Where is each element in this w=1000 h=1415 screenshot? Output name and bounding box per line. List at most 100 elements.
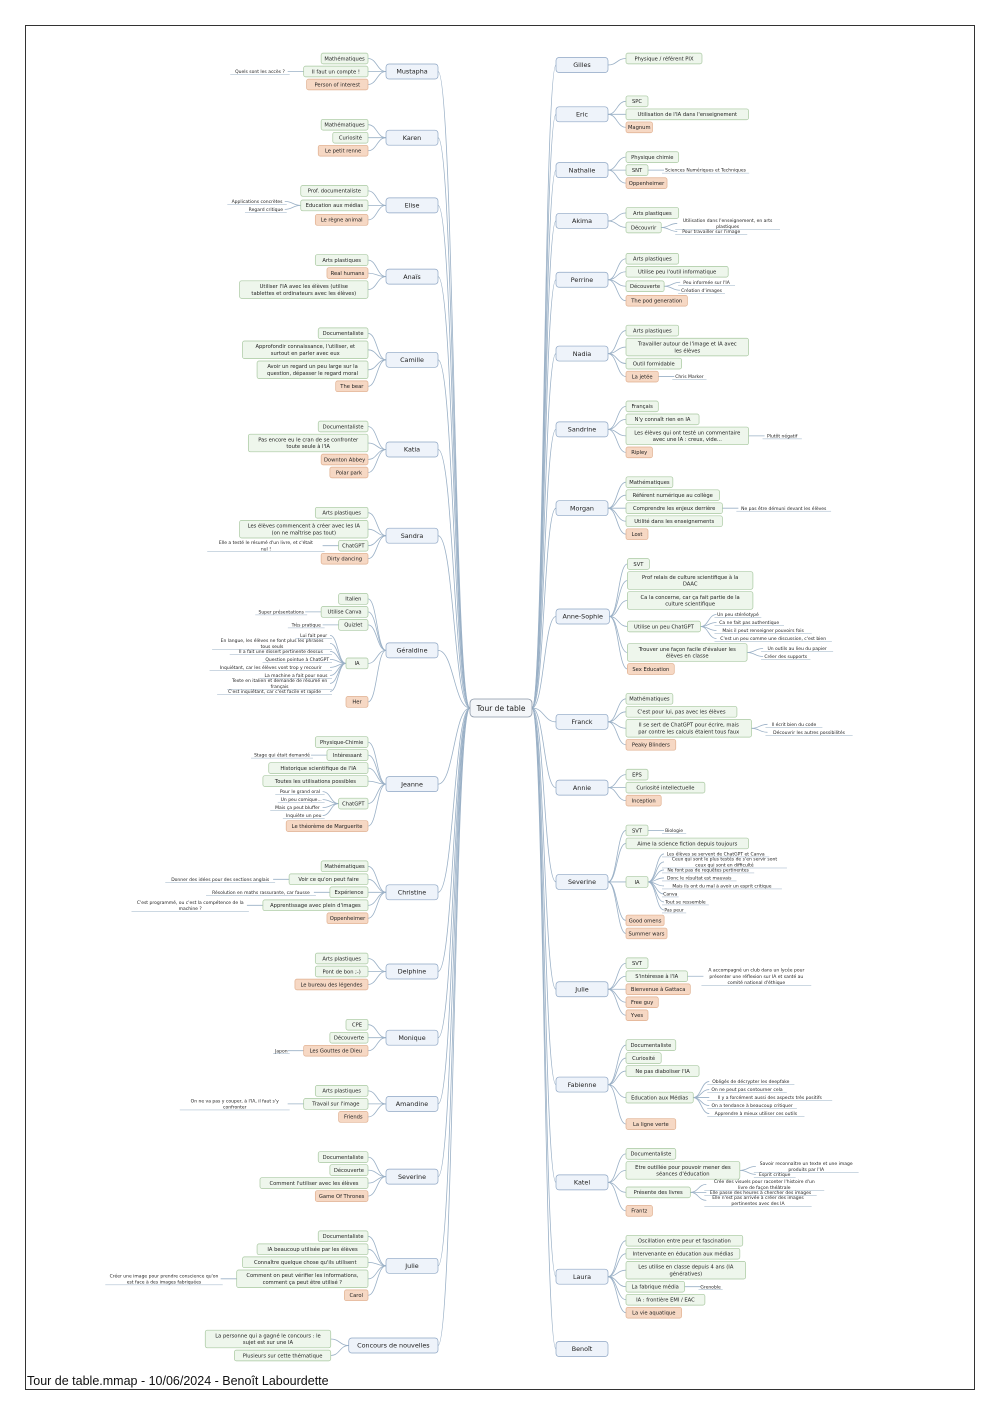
topic-curiosite[interactable]: Curiosité: [625, 1052, 662, 1064]
topic-trouver-une-facon-facile-d-evaluer-les-e[interactable]: Trouver une façon facile d'évaluer lesél…: [627, 643, 748, 662]
topic-experience[interactable]: Expérience: [329, 886, 369, 899]
participant-laura[interactable]: Laura: [555, 1268, 609, 1285]
topic-les-gouttes-de-dieu[interactable]: Les Gouttes de Dieu: [303, 1044, 369, 1057]
topic-aime-la-science-fiction-depuis-toujours[interactable]: Aime la science fiction depuis toujours: [625, 837, 749, 850]
topic-documentaliste[interactable]: Documentaliste: [625, 1148, 677, 1160]
topic-utilise-canva[interactable]: Utilise Canva: [320, 606, 369, 618]
participant-amandine[interactable]: Amandine: [385, 1096, 439, 1112]
topic-ia[interactable]: IA: [345, 657, 369, 670]
topic-documentaliste[interactable]: Documentaliste: [317, 1151, 369, 1163]
topic-toutes-les-utilisations-possibles[interactable]: Toutes les utilisations possibles: [262, 775, 369, 787]
participant-eric[interactable]: Eric: [555, 106, 609, 123]
topic-good-omens[interactable]: Good omens: [625, 914, 665, 927]
topic-pas-encore-eu-le-cran-de-se-confronter-t[interactable]: Pas encore eu le cran de se confronterto…: [247, 433, 369, 453]
topic-prof-relais-de-culture-scientifique-a-la[interactable]: Prof relais de culture scientifique à la…: [627, 571, 754, 590]
topic-arts-plastiques[interactable]: Arts plastiques: [314, 506, 369, 519]
topic-avoir-un-regard-un-peu-large-sur-la-ques[interactable]: Avoir un regard un peu large sur laquest…: [256, 360, 369, 379]
topic-mathematiques[interactable]: Mathématiques: [320, 118, 369, 131]
participant-severine[interactable]: Severine: [385, 1168, 439, 1185]
topic-ia-beaucoup-utilisee-par-les-eleves[interactable]: IA beaucoup utilisée par les élèves: [256, 1243, 369, 1256]
topic-person-of-interest[interactable]: Person of interest: [306, 78, 369, 91]
topic-le-petit-renne[interactable]: Le petit renne: [317, 144, 369, 157]
topic-the-bear[interactable]: The bear: [335, 380, 369, 393]
participant-fabienne[interactable]: Fabienne: [555, 1076, 609, 1093]
topic-her[interactable]: Her: [345, 696, 369, 708]
topic-ripley[interactable]: Ripley: [625, 446, 653, 459]
participant-nadia[interactable]: Nadia: [555, 345, 609, 362]
topic-physique-chimie[interactable]: Physique chimie: [625, 151, 680, 163]
topic-documentaliste[interactable]: Documentaliste: [317, 327, 369, 340]
participant-anais[interactable]: Anaïs: [385, 268, 439, 285]
topic-decouvrir[interactable]: Découvrir: [625, 221, 662, 234]
topic-arts-plastiques[interactable]: Arts plastiques: [314, 254, 369, 266]
topic-oscillation-entre-peur-et-fascination[interactable]: Oscillation entre peur et fascination: [625, 1234, 744, 1247]
topic-referent-numerique-au-college[interactable]: Référent numérique au collège: [625, 489, 720, 501]
topic-decouverte[interactable]: Découverte: [329, 1164, 369, 1176]
participant-julie[interactable]: Julie: [385, 1257, 439, 1274]
participant-katia[interactable]: Katia: [385, 441, 439, 458]
topic-il-faut-un-compte[interactable]: Il faut un compte !: [303, 65, 369, 78]
topic-documentaliste[interactable]: Documentaliste: [625, 1039, 677, 1051]
topic-s-interesse-a-l-ia[interactable]: S'intéresse à l'IA: [625, 970, 688, 982]
participant-gilles[interactable]: Gilles: [555, 57, 609, 73]
topic-le-regne-animal[interactable]: Le règne animal: [314, 214, 369, 226]
topic-spc[interactable]: SPC: [625, 95, 649, 108]
topic-apprentissage-avec-plein-d-images[interactable]: Apprentissage avec plein d'images: [262, 899, 369, 912]
topic-ia-frontiere-emi-eac[interactable]: IA : frontière EMI / EAC: [625, 1293, 706, 1306]
participant-anne-sophie[interactable]: Anne-Sophie: [555, 608, 610, 625]
topic-decouverte[interactable]: Découverte: [329, 1031, 369, 1044]
topic-education-aux-medias[interactable]: Education aux médias: [300, 199, 369, 212]
topic-c-est-pour-lui-pas-avec-les-eleves[interactable]: C'est pour lui, pas avec les élèves: [625, 706, 738, 718]
topic-carol[interactable]: Carol: [344, 1289, 369, 1302]
topic-documentaliste[interactable]: Documentaliste: [317, 420, 369, 433]
topic-la-vie-aquatique[interactable]: La vie aquatique: [625, 1306, 682, 1319]
topic-arts-plastiques[interactable]: Arts plastiques: [625, 207, 680, 219]
topic-bienvenue-a-gattaca[interactable]: Bienvenue à Gattaca: [625, 983, 691, 995]
participant-nathalie[interactable]: Nathalie: [555, 162, 609, 178]
topic-il-se-sert-de-chatgpt-pour-ecrire-mais-p[interactable]: Il se sert de ChatGPT pour écrire, maisp…: [625, 719, 752, 738]
topic-voir-ce-qu-on-peut-faire[interactable]: Voir ce qu'on peut faire: [288, 873, 369, 886]
topic-documentaliste[interactable]: Documentaliste: [317, 1230, 369, 1243]
participant-mustapha[interactable]: Mustapha: [385, 63, 439, 80]
topic-game-of-thrones[interactable]: Game Of Thrones: [314, 1190, 369, 1202]
topic-decouverte[interactable]: Découverte: [625, 280, 665, 293]
topic-lost[interactable]: Lost: [625, 528, 649, 540]
participant-akima[interactable]: Akima: [555, 213, 609, 229]
topic-les-eleves-qui-ont-teste-un-commentaire-[interactable]: Les élèves qui ont testé un commentairea…: [625, 426, 749, 446]
topic-curiosite-intellectuelle[interactable]: Curiosité intellectuelle: [625, 781, 706, 794]
participant-morgan[interactable]: Morgan: [555, 500, 609, 517]
topic-approfondir-connaissance-l-utiliser-et-s[interactable]: Approfondir connaissance, l'utiliser, et…: [242, 340, 369, 359]
topic-oppenheimer[interactable]: Oppenheimer: [326, 912, 369, 925]
participant-severine[interactable]: Severine: [555, 874, 609, 890]
topic-ne-pas-diaboliser-l-ia[interactable]: Ne pas diaboliser l'IA: [625, 1065, 700, 1077]
topic-utilite-dans-les-enseignements[interactable]: Utilité dans les enseignements: [625, 515, 723, 527]
topic-svt[interactable]: SVT: [625, 957, 649, 969]
topic-le-bureau-des-legendes[interactable]: Le bureau des légendes: [294, 978, 369, 991]
topic-eps[interactable]: EPS: [625, 768, 649, 781]
topic-downton-abbey[interactable]: Downton Abbey: [320, 453, 369, 466]
topic-les-eleves-commencent-a-creer-avec-les-i[interactable]: Les élèves commencent à créer avec les I…: [239, 520, 369, 539]
topic-la-jetee[interactable]: La jetée: [625, 370, 659, 383]
topic-physique-chimie[interactable]: Physique-Chimie: [314, 736, 369, 748]
topic-chatgpt[interactable]: ChatGPT: [338, 797, 369, 810]
topic-mathematiques[interactable]: Mathématiques: [320, 52, 369, 65]
participant-geraldine[interactable]: Géraldine: [385, 642, 439, 659]
topic-utiliser-l-ia-avec-les-eleves-utilise-ta[interactable]: Utiliser l'IA avec les élèves (utiliseta…: [239, 280, 369, 299]
topic-cpe[interactable]: CPE: [345, 1018, 369, 1031]
topic-connaitre-quelque-chose-qu-ils-utilisent[interactable]: Connaître quelque chose qu'ils utilisent: [242, 1256, 369, 1269]
root-node[interactable]: Tour de table: [469, 698, 533, 718]
participant-camille[interactable]: Camille: [385, 351, 439, 368]
participant-karen[interactable]: Karen: [385, 129, 439, 146]
topic-la-personne-qui-a-gagne-le-concours-le-s[interactable]: La personne qui a gagné le concours : le…: [204, 1329, 332, 1349]
topic-ia[interactable]: IA: [625, 876, 649, 888]
topic-summer-wars[interactable]: Summer wars: [625, 927, 668, 940]
topic-sex-education[interactable]: Sex Education: [627, 663, 675, 675]
topic-svt[interactable]: SVT: [627, 558, 650, 570]
topic-frantz[interactable]: Frantz: [625, 1205, 653, 1217]
topic-comment-on-peut-verifier-les-information[interactable]: Comment on peut vérifier les information…: [236, 1269, 369, 1288]
topic-interessant[interactable]: Intéressant: [326, 749, 369, 761]
topic-utilise-peu-l-outil-informatique[interactable]: Utilise peu l'outil informatique: [625, 266, 729, 278]
topic-pont-de-bon[interactable]: Pont de bon ;-): [314, 965, 369, 978]
topic-friends[interactable]: Friends: [338, 1111, 369, 1123]
topic-quizlet[interactable]: Quizlet: [338, 619, 369, 631]
